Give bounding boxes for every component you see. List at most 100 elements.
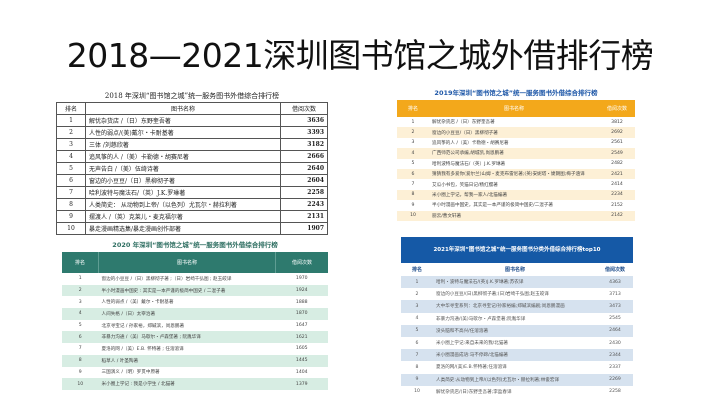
- col-count-header: 借阅次数: [599, 100, 635, 117]
- title-cell: 夏洛的网 /（美）E.B. 怀特著 ; 任溶溶译: [101, 346, 184, 352]
- count-cell: 3713: [609, 291, 621, 297]
- title-cell: 人类简史： 从动物到上帝/（以色列）尤瓦尔・赫拉利著: [85, 198, 281, 211]
- count-cell: 2640: [280, 162, 328, 175]
- table-row: 6 猜猜我有多爱你(爱尔兰)山姆・麦克布雷尼著;(英)安妮塔・婕朗图;梅子涵译 24…: [397, 168, 635, 180]
- title-cell: 米小圈漫画成语:马不停蹄/北猫编著: [433, 349, 597, 362]
- rank-cell: 9: [401, 373, 433, 386]
- table-row: 9 摆渡人 /（英）克莱儿・麦克福尔著 2131: [56, 210, 328, 223]
- rank-cell: 8: [62, 354, 99, 367]
- rank-cell: 7: [401, 349, 433, 362]
- rank-cell: 8: [415, 364, 419, 370]
- title-cell: 没头脑和不高兴/任溶溶著: [433, 324, 597, 337]
- rank-cell: 3: [401, 300, 433, 313]
- table-row: 10 丽云/曹文轩著 2142: [397, 210, 635, 221]
- rank-cell: 4: [62, 308, 99, 320]
- rank-cell: 5: [411, 161, 415, 167]
- table-2019-panel: 2019年深圳“图书馆之城”统一服务图书外借综合排行榜 排名 图书名称 借阅次数…: [397, 86, 635, 221]
- rank-cell: 2: [415, 291, 419, 297]
- table-2018-caption: 2018 年深圳“图书馆之城”统一服务图书外借综合排行榜: [104, 92, 280, 100]
- table-row: 7 夏洛的网 /（美）E.B. 怀特著 ; 任溶溶译 1605: [62, 343, 328, 355]
- title-cell: 哈利・波特与魔法石/(英)J.K.罗琳著;苏农译: [433, 276, 597, 289]
- table-2021-panel: 2021年深圳“图书馆之城”统一服务图书分类外借综合排行榜top10 排名 图书…: [401, 237, 633, 398]
- count-cell: 2692: [599, 127, 635, 138]
- count-cell: 1647: [295, 323, 308, 329]
- col-rank-header: 排名: [397, 100, 429, 117]
- count-cell: 2131: [280, 210, 328, 223]
- table-row: 8 米小圈上学记，帮我一家人/北猫编著 2234: [397, 189, 635, 201]
- title-cell: 解忧杂货店 /（日）东野奎吾著: [85, 114, 281, 127]
- title-cell: 半小时漫画中国史 : 其实是一本严谨的极简中国史 / 二混子著: [98, 284, 276, 297]
- table-row: 4 追风筝的人 /（美）卡勒德・胡赛尼著 2666: [56, 150, 328, 163]
- rank-cell: 3: [411, 140, 415, 146]
- rank-cell: 5: [401, 324, 433, 337]
- table-2021-caption: 2021年深圳“图书馆之城”统一服务图书分类外借综合排行榜top10: [401, 237, 633, 263]
- title-cell: 丽云/曹文轩著: [429, 210, 599, 221]
- count-cell: 2344: [597, 349, 633, 362]
- table-header-row: 排名 图书名称 借阅次数: [397, 100, 635, 117]
- table-row: 8 稻草人 / 叶圣陶著 1445: [62, 354, 328, 367]
- rank-cell: 1: [78, 276, 82, 282]
- title-cell: 艾瓜小书包，笑猫日记/杨红樱著: [432, 182, 498, 188]
- col-count-header: 借阅次数: [280, 102, 328, 115]
- title-cell: 夏洛的网/(美)E.B.怀特著;任溶溶译: [436, 365, 507, 371]
- col-title-header: 图书名称: [504, 267, 525, 273]
- title-cell: 人性的弱点/(美)戴尔・卡耐基著: [85, 126, 281, 139]
- rank-cell: 7: [56, 186, 86, 199]
- count-cell: 1924: [275, 284, 328, 297]
- table-row: 2 人性的弱点/(美)戴尔・卡耐基著 3393: [56, 126, 328, 139]
- rank-cell: 8: [56, 198, 86, 211]
- table-2019-caption: 2019年深圳“图书馆之城”统一服务图书外借综合排行榜: [434, 89, 598, 97]
- title-cell: 摆渡人 /（英）克莱儿・麦克福尔著: [85, 210, 281, 223]
- table-row: 7 艾瓜小书包，笑猫日记/杨红樱著 2414: [397, 179, 635, 189]
- col-title-header: 图书名称: [429, 100, 599, 117]
- rank-cell: 7: [78, 346, 82, 352]
- rank-cell: 9: [78, 369, 82, 375]
- title-cell: 暴走漫画精选集/暴走漫画创作部著: [85, 222, 281, 235]
- title-cell: 窗边的小豆豆/（日）黑柳彻子著: [429, 127, 599, 138]
- title-cell: 哈利波特与魔法石/（英）J.K.罗琳著: [85, 186, 281, 199]
- count-cell: 2414: [611, 182, 623, 188]
- count-cell: 1445: [275, 354, 328, 367]
- table-row: 7 米小圈漫画成语:马不停蹄/北猫编著 2344: [401, 349, 633, 362]
- title-cell: 解忧杂货店 /（日）东野奎吾著: [432, 120, 495, 126]
- col-title-header: 图书名称: [98, 252, 276, 273]
- title-cell: 广西师范公司承编,胡城凯,尚恩鹏著: [429, 148, 599, 159]
- rank-cell: 6: [397, 168, 429, 180]
- count-cell: 3393: [280, 126, 328, 139]
- title-cell: 哈利波特与魔法石/（英）J.K.罗琳著: [432, 161, 506, 167]
- table-row: 1 窗边的小豆豆 /（日）黑柳彻子著 ;（日）岩崎千弘图 ; 赵玉皎译 1970: [62, 273, 328, 285]
- table-row: 5 无声告白 /（美）伍绮诗著 2640: [56, 162, 328, 175]
- table-header-row: 排名 图书名称 借阅次数: [56, 102, 328, 115]
- count-cell: 1970: [295, 276, 308, 282]
- title-cell: 追风筝的人 /（美）卡勒德・胡赛尼著: [432, 140, 509, 146]
- rank-cell: 7: [411, 182, 415, 188]
- table-row: 9 人类简史:从动物到上帝/(以色列)尤瓦尔・赫拉利著;林俊宏译 2269: [401, 373, 633, 386]
- title-cell: 三体 /刘慈欣著: [85, 138, 281, 151]
- table-row: 4 人间失格 /（日）太宰治著 1870: [62, 308, 328, 320]
- count-cell: 2482: [611, 161, 623, 167]
- slide-title: 2018—2021深圳图书馆之城外借排行榜: [66, 36, 654, 75]
- table-row: 7 哈利波特与魔法石/（英）J.K.罗琳著 2258: [56, 186, 328, 199]
- title-cell: 米小圈上学记，帮我一家人/北猫编著: [429, 189, 599, 201]
- table-row: 10 暴走漫画精选集/暴走漫画创作部著 1907: [56, 222, 328, 235]
- table-row: 8 夏洛的网/(美)E.B.怀特著;任溶溶译 2337: [401, 361, 633, 373]
- rank-cell: 4: [397, 148, 429, 159]
- table-2019: 排名 图书名称 借阅次数 1 解忧杂货店 /（日）东野奎吾著 3812 2 窗边的小豆…: [397, 100, 635, 221]
- table-2020: 排名 图书名称 借阅次数 1 窗边的小豆豆 /（日）黑柳彻子著 ;（日）岩崎千弘图…: [62, 252, 328, 390]
- count-cell: 1605: [295, 346, 308, 352]
- title-cell: 解忧杂货店/(日)东野圭吾著;李盈春译: [436, 389, 512, 395]
- rank-cell: 1: [401, 276, 433, 289]
- rank-cell: 9: [411, 202, 415, 208]
- title-cell: 窗边的小豆豆/(日)黑柳彻子著;(日)岩崎千弘图;赵玉皎译: [436, 292, 549, 298]
- title-cell: 稻草人 / 叶圣陶著: [98, 354, 276, 367]
- table-row: 1 解忧杂货店 /（日）东野奎吾著 3636: [56, 114, 328, 127]
- count-cell: 2142: [599, 210, 635, 221]
- title-cell: 无声告白 /（美）伍绮诗著: [85, 162, 281, 175]
- count-cell: 2561: [611, 140, 623, 146]
- rank-cell: 8: [397, 189, 429, 201]
- table-row: 9 半小时漫画中国史，其实是一本严谨的极简中国史/二混子著 2152: [397, 200, 635, 210]
- rank-cell: 5: [78, 323, 82, 329]
- table-row: 1 哈利・波特与魔法石/(英)J.K.罗琳著;苏农译 4363: [401, 276, 633, 289]
- rank-cell: 4: [415, 316, 419, 322]
- rank-cell: 1: [56, 114, 86, 127]
